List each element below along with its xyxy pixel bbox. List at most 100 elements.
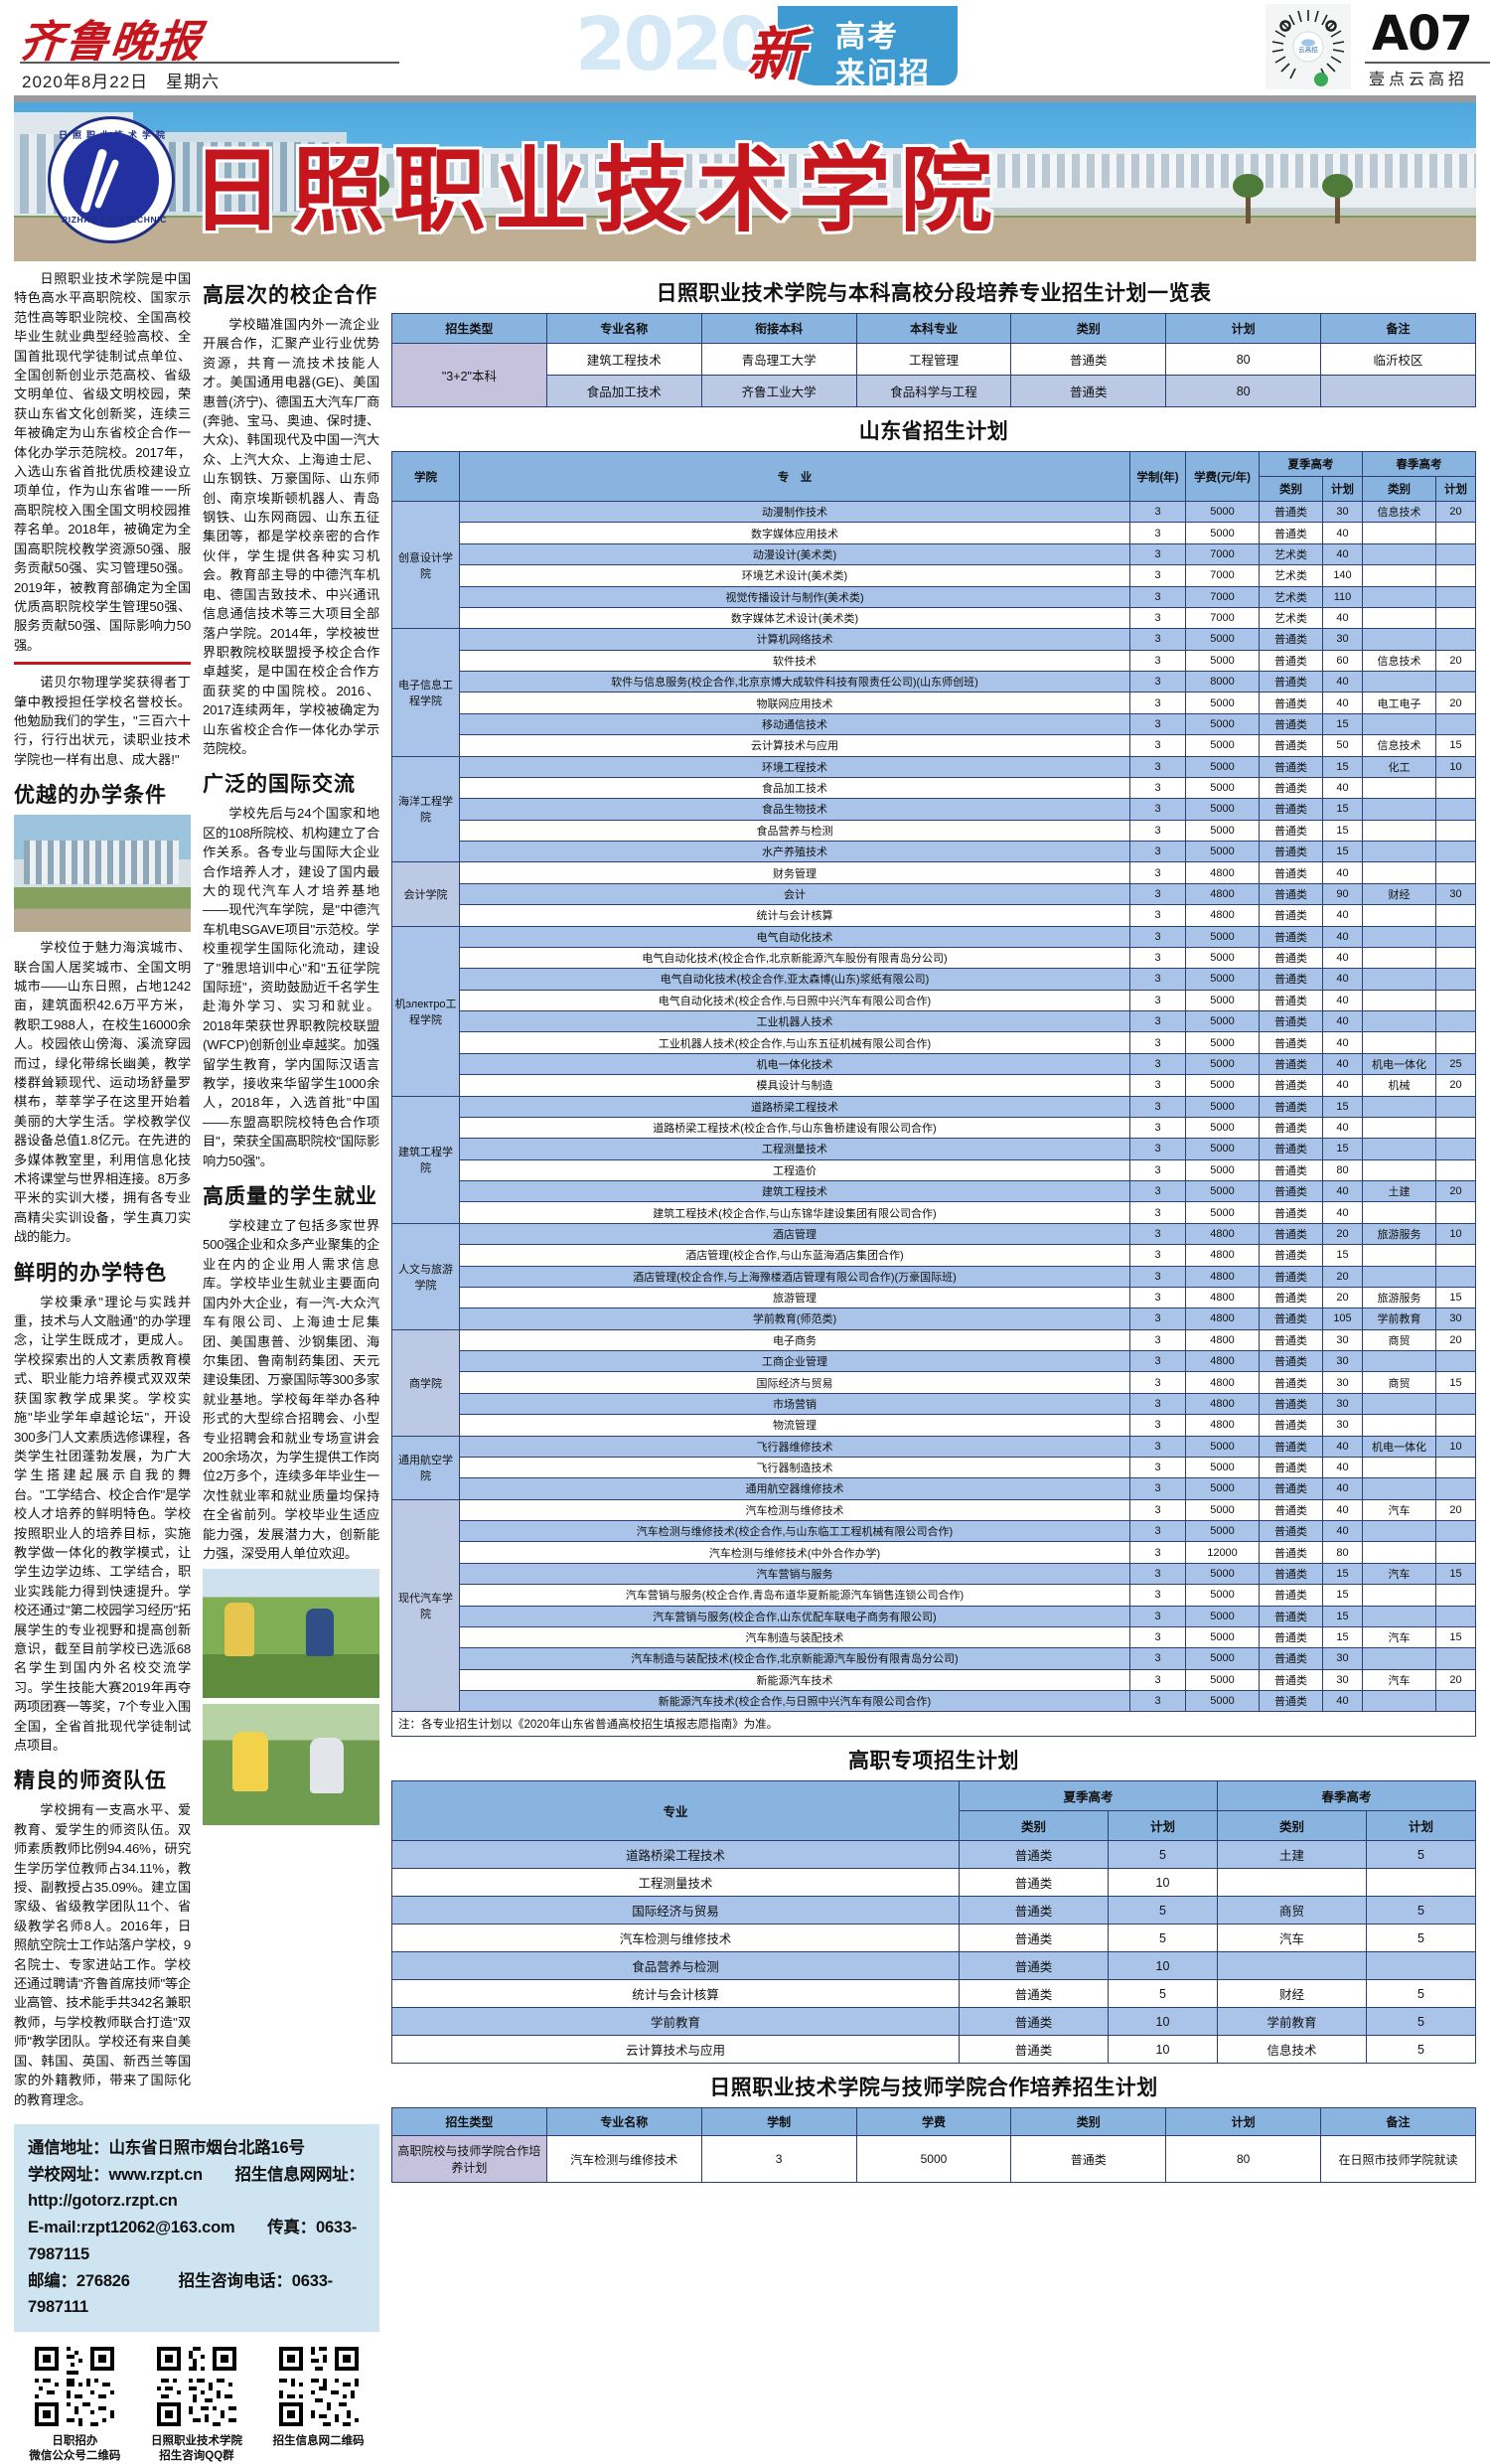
table-row: 电子信息工程学院 计算机网络技术 3 5000 普通类 30 <box>391 628 1476 757</box>
fee-cell: 7000 <box>1185 585 1260 608</box>
years-cell: 3 <box>1129 1158 1186 1182</box>
summer-plan-cell: 40 <box>1322 542 1363 566</box>
spring-type-cell <box>1362 1392 1436 1416</box>
table-row: 会计 3 4800 普通类 90 财经 30 <box>392 882 1476 906</box>
summer-plan-cell: 15 <box>1322 1244 1363 1267</box>
table-row: 移动通信技术 3 5000 普通类 15 <box>392 712 1476 736</box>
summer-type-cell: 普通类 <box>1259 712 1323 736</box>
qr-item[interactable]: 日照职业技术学院 招生咨询QQ群 <box>143 2342 250 2464</box>
th-benke-0: 招生类型 <box>391 313 547 344</box>
summer-type-cell: 普通类 <box>1259 1116 1323 1140</box>
spring-type-cell <box>1362 1265 1436 1288</box>
fee-cell: 5000 <box>1185 1689 1260 1713</box>
summer-plan-cell: 15 <box>1322 1605 1363 1627</box>
spring-type-cell: 土建 <box>1362 1179 1436 1203</box>
spring-plan-cell <box>1435 904 1476 927</box>
fee-cell: 4800 <box>1185 1392 1260 1416</box>
years-cell: 3 <box>1129 1349 1186 1373</box>
th-spring-gaokao: 春季高考 <box>1216 1780 1477 1812</box>
major-cell: 电气自动化技术 <box>459 925 1130 948</box>
section-2-body: 学校秉承"理论与实践并重，技术与人文融通"的办学理念，让学生既成才，更成人。学校… <box>14 1294 191 1753</box>
spring-plan-cell <box>1435 628 1476 651</box>
years-cell: 3 <box>1129 1244 1186 1267</box>
qr-item[interactable]: 日职招办 微信公众号二维码 <box>21 2342 128 2464</box>
fee-cell: 5000 <box>1185 1031 1260 1054</box>
major-cell: 环境艺术设计(美术类) <box>459 564 1130 587</box>
fee-cell: 5000 <box>1185 1158 1260 1182</box>
major-cell: 数字媒体艺术设计(美术类) <box>459 606 1130 630</box>
major-cell: 酒店管理(校企合作,与山东蓝海酒店集团合作) <box>459 1244 1130 1267</box>
cloud-admission-qr-icon[interactable]: 云高招 ········· <box>1266 4 1351 89</box>
benke-cell-0: 食品加工技术 <box>545 375 702 407</box>
major-cell: 电气自动化技术(校企合作,北京新能源汽车股份有限青岛分公司) <box>459 946 1130 970</box>
spring-type-cell <box>1362 904 1436 927</box>
fee-cell: 5000 <box>1185 1647 1260 1670</box>
summer-plan-cell: 10 <box>1107 1868 1218 1898</box>
spring-type-cell <box>1362 1009 1436 1033</box>
spring-type-cell <box>1362 522 1436 544</box>
summer-type-cell: 普通类 <box>958 1924 1109 1953</box>
fee-cell: 5000 <box>1185 840 1260 863</box>
years-cell: 3 <box>1129 819 1186 843</box>
major-cell: 酒店管理 <box>459 1222 1130 1246</box>
major-cell: 电气自动化技术(校企合作,亚太森博(山东)浆纸有限公司) <box>459 968 1130 991</box>
th-fee: 学费(元/年) <box>1185 451 1260 502</box>
spring-type-cell: 财经 <box>1362 882 1436 906</box>
major-cell: 工商企业管理 <box>459 1349 1130 1373</box>
table-row: 工业机器人技术 3 5000 普通类 40 <box>392 1009 1476 1033</box>
th-spring-plan: 计划 <box>1365 1810 1477 1842</box>
summer-plan-cell: 20 <box>1322 1286 1363 1309</box>
table-row: 汽车检测与维修技术 普通类 5 汽车 5 <box>391 1924 1477 1953</box>
left-subcolumn-1: 日照职业技术学院是中国特色高水平高职院校、国家示范性高等职业院校、全国高校毕业生… <box>14 269 191 2115</box>
fee-cell: 5000 <box>1185 755 1260 778</box>
contact-email: E-mail:rzpt12062@163.com 传真：0633-7987115 <box>28 2219 358 2263</box>
summer-type-cell: 普通类 <box>1259 1074 1323 1097</box>
th-summer-gaokao: 夏季高考 <box>1259 451 1363 477</box>
years-cell: 3 <box>1129 1456 1186 1479</box>
years-cell: 3 <box>1129 542 1186 566</box>
admission-site-qr-icon[interactable] <box>274 2342 363 2430</box>
qr-caption: 日照职业技术学院 招生咨询QQ群 <box>150 2434 242 2462</box>
table-subheader-row: 类别 计划 类别 计划 <box>392 1810 1477 1842</box>
summer-plan-cell: 15 <box>1322 1562 1363 1586</box>
summer-plan-cell: 30 <box>1322 1328 1363 1352</box>
section-6-body: 学校建立了包括多家世界500强企业和众多产业聚集的企业在内的企业用人需求信息库。… <box>203 1218 379 1561</box>
major-cell: 财务管理 <box>459 861 1130 884</box>
table-row: 汽车营销与服务(校企合作,青岛布道华夏新能源汽车销售连锁公司合作) 3 5000 普通… <box>392 1584 1476 1607</box>
major-cell: 国际经济与贸易 <box>459 1371 1130 1394</box>
summer-type-cell: 普通类 <box>1259 1519 1323 1543</box>
fee-cell: 5000 <box>1185 1477 1260 1500</box>
years-cell: 3 <box>1129 946 1186 970</box>
table-row: 食品营养与检测 普通类 10 <box>391 1951 1477 1981</box>
jishi-table-title: 日照职业技术学院与技师学院合作培养招生计划 <box>709 2076 1158 2100</box>
spring-type-cell: 电工电子 <box>1362 692 1436 714</box>
summer-plan-cell: 15 <box>1322 1584 1363 1607</box>
newspaper-page: 齐鲁晚报 2020年8月22日 星期六 2020 高考 来问招 新 <box>0 0 1490 2398</box>
th-benke-6: 备注 <box>1320 313 1476 344</box>
summer-plan-cell: 140 <box>1322 564 1363 587</box>
summer-type-cell: 普通类 <box>1259 925 1323 948</box>
table-row: 商学院 电子商务 3 4800 普通类 30 商贸 20 <box>391 1328 1476 1437</box>
spring-plan-cell <box>1435 1519 1476 1543</box>
summer-type-cell: 普通类 <box>1259 776 1323 800</box>
summer-type-cell: 普通类 <box>1259 1286 1323 1309</box>
section-4-body: 学校瞄准国内外一流企业开展合作，汇聚产业行业优势资源，共育一流技术技能人才。美国… <box>203 317 379 756</box>
major-cell: 汽车制造与装配技术 <box>459 1625 1130 1649</box>
college-label: 人文与旅游学院 <box>391 1222 460 1330</box>
spring-plan-cell <box>1435 1541 1476 1564</box>
spring-type-cell: 旅游服务 <box>1362 1286 1436 1309</box>
wechat-qr-icon[interactable] <box>31 2342 119 2430</box>
summer-type-cell: 普通类 <box>1259 1668 1323 1692</box>
summer-type-cell: 普通类 <box>1259 1392 1323 1416</box>
years-cell: 3 <box>1129 1074 1186 1097</box>
spring-plan-cell: 20 <box>1435 500 1476 524</box>
major-cell: 汽车营销与服务(校企合作,青岛布道华夏新能源汽车销售连锁公司合作) <box>459 1584 1130 1607</box>
summer-plan-cell: 30 <box>1322 1392 1363 1416</box>
major-cell: 物流管理 <box>459 1414 1130 1437</box>
years-cell: 3 <box>1129 692 1186 714</box>
qq-group-qr-icon[interactable] <box>152 2342 240 2430</box>
qr-item[interactable]: 招生信息网二维码 <box>265 2342 372 2464</box>
summer-plan-cell: 15 <box>1322 798 1363 821</box>
years-cell: 3 <box>1129 628 1186 651</box>
spring-plan-cell <box>1435 968 1476 991</box>
